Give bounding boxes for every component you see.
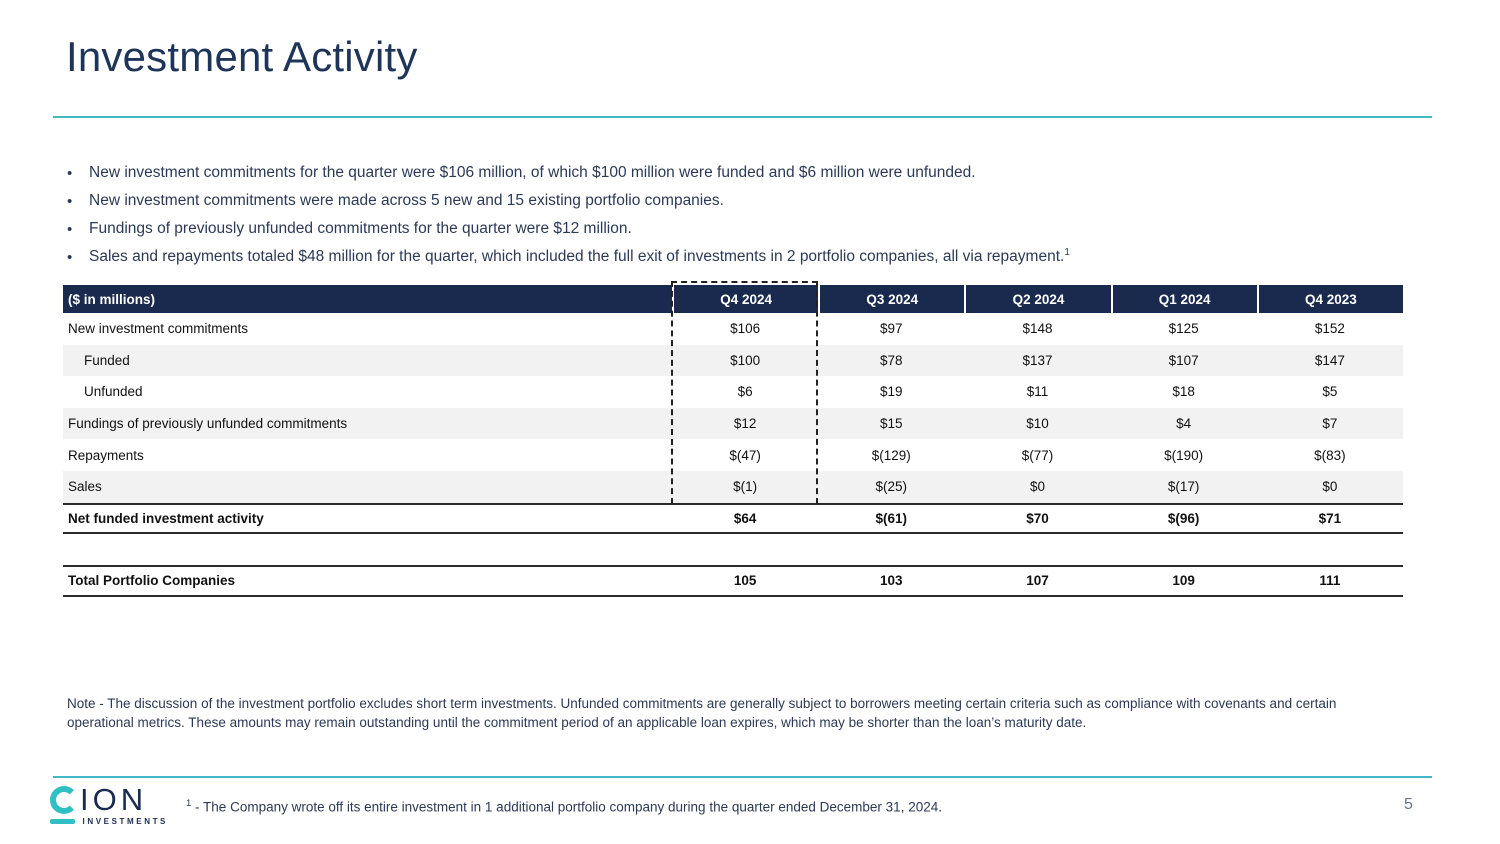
footnote-superscript: 1 (186, 798, 192, 809)
bullet-dot-icon: • (67, 249, 73, 266)
row-label: Funded (84, 352, 130, 368)
cion-c-icon (50, 786, 78, 814)
bullet-text: Sales and repayments totaled $48 million… (89, 246, 1070, 265)
bullet-dot-icon: • (67, 193, 73, 210)
cell-value: $(96) (1167, 510, 1200, 526)
cell-value: $100 (730, 352, 761, 368)
row-label: Unfunded (84, 384, 143, 400)
logo-bar-icon (50, 819, 75, 824)
cell-value: $64 (733, 510, 757, 526)
cion-investments-logo: ION INVESTMENTS (50, 782, 168, 826)
logo-subline: INVESTMENTS (50, 817, 168, 826)
table-header-cell: Q3 2024 (818, 285, 965, 313)
cell-value: $19 (880, 384, 903, 400)
cell-value: $(47) (729, 447, 761, 463)
cell-value: $(83) (1314, 447, 1346, 463)
table-header-cell: Q2 2024 (964, 285, 1111, 313)
cell-value: $0 (1029, 479, 1045, 495)
total-portfolio-row: Total Portfolio Companies 105 103 107 109 111 (63, 565, 1403, 597)
table-header-row: ($ in millions) Q4 2024 Q3 2024 Q2 2024 Q1 … (63, 285, 1403, 313)
bullet-item: • New investment commitments for the quar… (67, 163, 1427, 191)
note-text: Note - The discussion of the investment … (67, 696, 1337, 730)
table-row: Sales $(1) $(25) $0 $(17) $0 (63, 470, 1403, 503)
bullet-item: • Fundings of previously unfunded commitm… (67, 219, 1427, 247)
cell-value: $70 (1026, 510, 1049, 526)
total-cell-value: 107 (1026, 573, 1049, 589)
cell-value: $78 (880, 352, 903, 368)
row-label: New investment commitments (68, 321, 249, 337)
page-title: Investment Activity (66, 33, 418, 80)
cell-value: $137 (1022, 352, 1053, 368)
logo-investments-text: INVESTMENTS (82, 817, 168, 826)
total-row-label: Total Portfolio Companies (68, 573, 236, 589)
table-header-cell: Q4 2023 (1256, 285, 1403, 313)
cell-value: $107 (1168, 352, 1199, 368)
cell-value: $125 (1168, 321, 1199, 337)
total-cell-value: 105 (733, 573, 757, 589)
table-row: Net funded investment activity $64 $(61) $7… (63, 502, 1403, 535)
row-label: Net funded investment activity (68, 510, 264, 526)
cell-value: $18 (1172, 384, 1195, 400)
footer-divider (53, 776, 1432, 778)
cell-value: $(17) (1167, 479, 1200, 495)
cell-value: $5 (1322, 384, 1338, 400)
cell-value: $6 (737, 384, 753, 400)
cell-value: $147 (1314, 352, 1345, 368)
table-row: New investment commitments $106 $97 $148 $12… (63, 313, 1403, 345)
cell-value: $15 (880, 416, 903, 432)
table-row: Repayments $(47) $(129) $(77) $(190) $(83) (63, 439, 1403, 471)
title-divider (53, 116, 1432, 118)
table-body: New investment commitments $106 $97 $148 $12… (63, 313, 1403, 535)
total-cell-value: 111 (1319, 573, 1341, 589)
bullet-text: New investment commitments were made acr… (89, 192, 724, 209)
table-header-cell: Q4 2024 (672, 285, 819, 313)
table-spacer (63, 534, 1403, 565)
bullet-list: • New investment commitments for the quar… (67, 163, 1427, 275)
cell-value: $106 (730, 321, 761, 337)
cell-value: $11 (1026, 384, 1049, 400)
cell-value: $(190) (1164, 447, 1204, 463)
bullet-dot-icon: • (67, 165, 73, 182)
cell-value: $(77) (1021, 447, 1054, 463)
bullet-footnote-marker: 1 (1064, 246, 1070, 258)
total-cell-value: 109 (1172, 573, 1195, 589)
row-label: Repayments (68, 447, 144, 463)
table-row: Fundings of previously unfunded commitme… (63, 407, 1403, 440)
cell-value: $148 (1022, 321, 1053, 337)
table-row: Unfunded $6 $19 $11 $18 $5 (63, 376, 1403, 408)
bullet-item: • New investment commitments were made ac… (67, 191, 1427, 219)
page-number: 5 (1404, 796, 1413, 813)
cell-value: $71 (1318, 510, 1342, 526)
footnote: 1 - The Company wrote off its entire inv… (186, 798, 942, 815)
logo-ion-text: ION (80, 782, 148, 817)
row-label: Sales (68, 479, 102, 495)
total-cell-value: 103 (880, 573, 903, 589)
bullet-text: New investment commitments for the quart… (89, 164, 976, 181)
table-row: Funded $100 $78 $137 $107 $147 (63, 344, 1403, 377)
bullet-item: • Sales and repayments totaled $48 millio… (67, 247, 1427, 275)
investment-activity-table: ($ in millions) Q4 2024 Q3 2024 Q2 2024 Q1 … (63, 281, 1403, 597)
cell-value: $(25) (875, 479, 908, 495)
logo-wordmark: ION (50, 782, 168, 817)
table-header-cell: Q1 2024 (1110, 285, 1257, 313)
cell-value: $10 (1026, 416, 1049, 432)
cell-value: $(129) (871, 447, 911, 463)
cell-value: $(1) (733, 479, 758, 495)
bullet-text: Fundings of previously unfunded commitme… (89, 220, 632, 237)
cell-value: $4 (1176, 416, 1192, 432)
cell-value: $0 (1322, 479, 1338, 495)
bullet-dot-icon: • (67, 221, 73, 238)
cell-value: $7 (1322, 416, 1338, 432)
footnote-text: - The Company wrote off its entire inves… (191, 799, 942, 815)
cell-value: $97 (880, 321, 903, 337)
cell-value: $12 (733, 416, 757, 432)
cell-value: $(61) (875, 510, 908, 526)
row-label: Fundings of previously unfunded commitme… (68, 416, 348, 432)
cell-value: $152 (1314, 321, 1345, 337)
table-corner-label: ($ in millions) (63, 285, 672, 313)
